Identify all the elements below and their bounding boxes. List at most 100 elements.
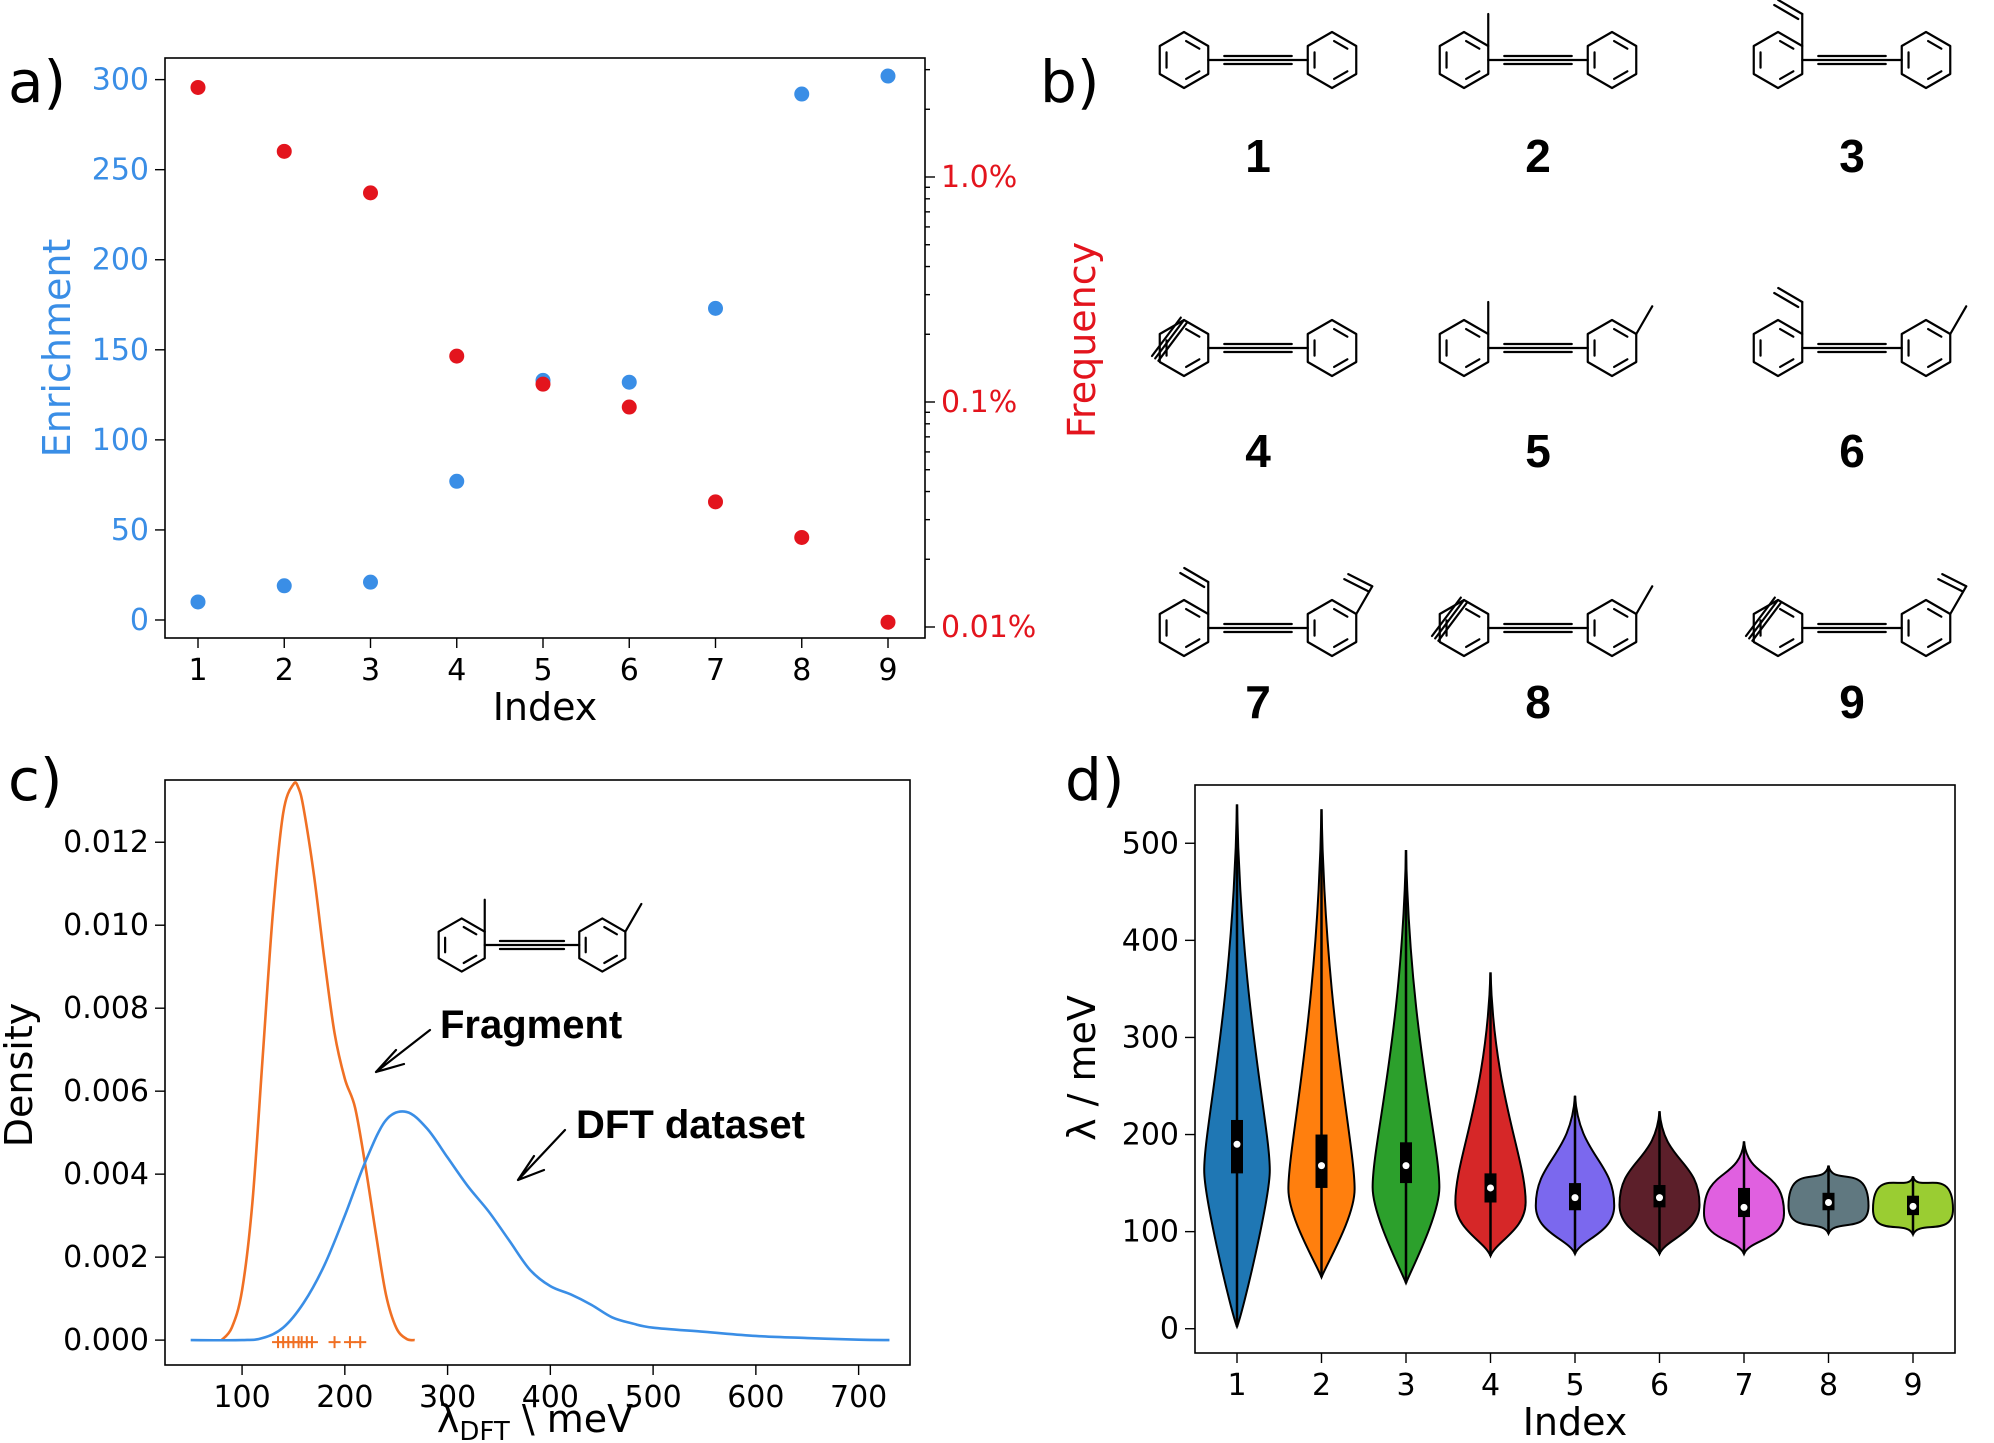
frequency-point [621, 399, 637, 415]
violin-median [1740, 1203, 1748, 1211]
methyl-group [1635, 585, 1654, 616]
violin-median [1487, 1184, 1494, 1192]
panel-a-y2tick-label: 1.0% [941, 160, 1017, 195]
ring-double-bond [1464, 358, 1481, 369]
panel-c-ylabel: Density [0, 1003, 41, 1147]
violin-median [1402, 1162, 1410, 1170]
benzene-ring [1586, 30, 1638, 90]
molecule-7: 7 [1158, 566, 1374, 728]
dft-density-line [190, 1110, 890, 1342]
vinyl-bond [1777, 286, 1804, 304]
ring-double-bond [1464, 39, 1481, 50]
frequency-point [449, 348, 465, 364]
vinyl-bond [1773, 291, 1800, 309]
frequency-point [276, 143, 292, 159]
ethynyl-bond [1744, 596, 1776, 638]
molecule-6: 6 [1752, 286, 1968, 477]
panel-c-xtick-label: 700 [830, 1380, 887, 1415]
frequency-point [190, 79, 206, 95]
molecule-9: 9 [1744, 573, 1968, 728]
panel-d-xtick-label: 5 [1565, 1368, 1584, 1403]
molecule-label: 8 [1525, 676, 1551, 728]
panel-d-ytick-label: 300 [1122, 1020, 1179, 1055]
panel-c-xtick-label: 600 [727, 1380, 784, 1415]
panel-a-xtick-label: 3 [361, 653, 380, 688]
panel-a-ytick-label: 300 [92, 63, 149, 98]
rug-mark [328, 1336, 341, 1349]
violin-median [1318, 1162, 1325, 1170]
panel-a-ytick-label: 0 [130, 603, 149, 638]
ring-double-bond [1612, 327, 1629, 338]
panel-d: d) 1 2 3 4 5 6 7 8 9 0 100 200 300 400 500 Index λ / m… [1060, 746, 1956, 1443]
ethynyl-bond [1437, 601, 1469, 642]
methyl-group [1635, 305, 1654, 336]
ring-double-bond [1184, 638, 1201, 649]
ring-double-bond [1332, 70, 1349, 81]
vinyl-group [1355, 585, 1374, 616]
ethynyl-bond [1430, 596, 1462, 638]
benzene-ring [1438, 598, 1490, 658]
panel-a-ytick-label: 100 [92, 423, 149, 458]
enrichment-point [621, 374, 637, 390]
panel-c-ytick-label: 0.000 [63, 1323, 149, 1358]
molecule-2: 2 [1438, 12, 1638, 182]
fragment-density-line [220, 781, 415, 1342]
panel-a-y2tick-label: 0.1% [941, 385, 1017, 420]
ring-double-bond [1184, 327, 1201, 338]
rug-mark [343, 1336, 356, 1349]
frequency-point [794, 529, 810, 545]
enrichment-point [708, 300, 723, 316]
rug-mark [305, 1336, 318, 1349]
ring-double-bond [1612, 638, 1629, 649]
ethynyl-bond [1150, 316, 1182, 358]
panel-d-label: d) [1065, 746, 1124, 814]
panel-c-xtick-label: 500 [624, 1380, 681, 1415]
ring-double-bond [1778, 39, 1795, 50]
enrichment-point [363, 574, 378, 590]
ring-double-bond [1332, 327, 1349, 338]
molecule-8: 8 [1430, 585, 1654, 728]
panel-d-xtick-label: 1 [1227, 1368, 1246, 1403]
panel-d-ytick-label: 0 [1160, 1312, 1179, 1347]
panel-a-xtick-label: 4 [447, 653, 466, 688]
panel-c-xtick-label: 200 [316, 1380, 373, 1415]
panel-a-ytick-label: 250 [92, 153, 149, 188]
ring-double-bond [1184, 358, 1201, 369]
molecule-label: 3 [1839, 130, 1865, 182]
molecule-label: 2 [1525, 130, 1551, 182]
panel-a-ylabel: Enrichment [35, 239, 79, 458]
panel-a-xtick-label: 8 [792, 653, 811, 688]
violin-median [1825, 1199, 1832, 1207]
panel-d-ytick-label: 400 [1122, 923, 1179, 958]
molecule-1: 1 [1158, 30, 1358, 182]
panel-d-xtick-label: 4 [1481, 1368, 1500, 1403]
panel-b: b) 1 2 3 4 5 6 7 8 9 [1040, 0, 1968, 728]
ring-double-bond [1778, 607, 1795, 618]
panel-a: a) 1 2 3 4 5 6 7 8 9 0 50 100 150 200 250 300 0.01% 0.1% 1… [8, 48, 1104, 729]
ring-double-bond [1184, 607, 1201, 618]
molecule-label: 4 [1245, 425, 1271, 477]
ethynyl-group [1434, 598, 1466, 640]
panel-c-frame [164, 779, 911, 1366]
molecule-5: 5 [1438, 300, 1654, 477]
molecule-label: 5 [1525, 425, 1551, 477]
panel-a-xtick-label: 9 [878, 653, 897, 688]
violin-iqr-box [1315, 1134, 1328, 1188]
panel-d-ytick-label: 100 [1122, 1215, 1179, 1250]
panel-a-xtick-label: 7 [706, 653, 725, 688]
ring-double-bond [1332, 638, 1349, 649]
arrow-fragment [374, 1028, 432, 1074]
vinyl-group [1949, 585, 1968, 616]
ring-double-bond [1612, 358, 1629, 369]
panel-c-ytick-label: 0.010 [63, 908, 149, 943]
benzene-ring [1752, 598, 1804, 658]
panel-a-y2label: Frequency [1060, 242, 1104, 438]
molecule-3: 3 [1752, 0, 1952, 182]
panel-c-ytick-label: 0.008 [63, 991, 149, 1026]
vinyl-bond [1941, 573, 1968, 588]
vinyl-bond [1179, 571, 1206, 589]
annotation-fragment: Fragment [440, 1003, 622, 1047]
ring-double-bond [1778, 327, 1795, 338]
molecule-label: 7 [1245, 676, 1271, 728]
enrichment-point [190, 594, 206, 610]
